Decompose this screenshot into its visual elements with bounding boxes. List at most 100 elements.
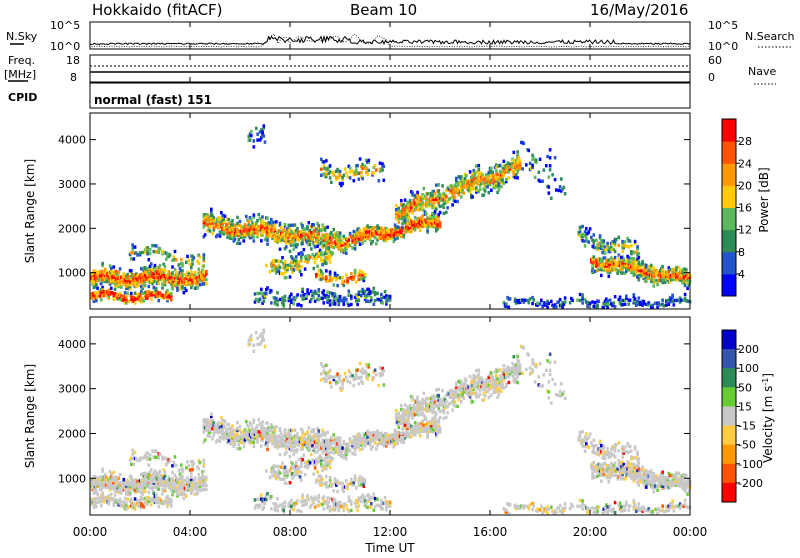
power-cell — [296, 293, 299, 296]
velocity-cell — [181, 479, 184, 482]
power-cell — [243, 239, 246, 242]
power-cell — [621, 303, 624, 306]
power-cell — [295, 255, 298, 258]
power-cell — [371, 240, 374, 243]
power-cell — [606, 242, 609, 245]
velocity-cell — [158, 505, 161, 508]
velocity-cell — [310, 436, 313, 439]
velocity-cell — [136, 459, 139, 462]
power-colorbar-swatch — [722, 230, 736, 253]
power-cell — [360, 294, 363, 297]
velocity-cell — [278, 465, 281, 468]
power-cell — [475, 164, 478, 167]
power-cell — [445, 195, 448, 198]
power-cell — [323, 289, 326, 292]
nave-tick-high: 60 — [708, 54, 722, 67]
velocity-cell — [100, 504, 103, 507]
power-cell — [174, 250, 177, 253]
power-colorbar-tick-label: 20 — [738, 179, 752, 192]
velocity-cell — [250, 423, 253, 426]
power-cell — [650, 264, 653, 267]
power-cell — [353, 230, 356, 233]
power-cell — [310, 247, 313, 250]
power-cell — [273, 259, 276, 262]
power-cell — [284, 295, 287, 298]
power-cell — [255, 127, 258, 130]
power-cell — [329, 303, 332, 306]
power-cell — [370, 296, 373, 299]
power-cell — [559, 185, 562, 188]
power-cell — [314, 300, 317, 303]
power-cell — [216, 233, 219, 236]
power-colorbar-swatch — [722, 163, 736, 186]
power-cell — [256, 292, 259, 295]
power-cell — [449, 189, 452, 192]
power-cell — [635, 304, 638, 307]
velocity-cell — [133, 463, 136, 466]
power-cell — [638, 278, 641, 281]
power-cell — [339, 174, 342, 177]
power-cell — [193, 256, 196, 259]
velocity-cell — [366, 430, 369, 433]
power-cell — [329, 254, 332, 257]
velocity-cell — [150, 468, 153, 471]
power-cell — [281, 256, 284, 259]
power-cell — [309, 256, 312, 259]
power-cell — [368, 159, 371, 162]
power-cell — [359, 243, 362, 246]
power-cell — [406, 201, 409, 204]
power-cell — [341, 182, 344, 185]
power-cell — [625, 295, 628, 298]
power-cell — [549, 156, 552, 159]
power-cell — [146, 246, 149, 249]
power-cell — [378, 298, 381, 301]
velocity-cell — [330, 436, 333, 439]
power-cell — [285, 276, 288, 279]
velocity-cell — [313, 428, 316, 431]
power-cell — [276, 291, 279, 294]
power-cell — [333, 283, 336, 286]
power-cell — [308, 221, 311, 224]
power-cell — [321, 272, 324, 275]
velocity-cell — [430, 422, 433, 425]
power-cell — [451, 203, 454, 206]
power-cell — [236, 216, 239, 219]
power-cell — [630, 244, 633, 247]
power-cell — [325, 269, 328, 272]
velocity-cell — [118, 477, 121, 480]
velocity-cell — [141, 498, 144, 501]
power-cell — [134, 245, 137, 248]
power-cell — [125, 285, 128, 288]
power-cell — [361, 271, 364, 274]
power-cell — [150, 262, 153, 265]
velocity-cell — [253, 445, 256, 448]
velocity-cell — [154, 469, 157, 472]
power-cell — [408, 227, 411, 230]
power-cell — [148, 285, 151, 288]
power-cell — [375, 168, 378, 171]
power-cell — [395, 208, 398, 211]
power-cell — [396, 236, 399, 239]
power-cell — [621, 271, 624, 274]
power-cell — [328, 295, 331, 298]
velocity-cell — [124, 497, 127, 500]
power-cell — [671, 300, 674, 303]
power-cell — [548, 175, 551, 178]
power-cell — [634, 240, 637, 243]
power-cell — [431, 212, 434, 215]
power-cell — [371, 290, 374, 293]
power-cell — [639, 301, 642, 304]
power-cell — [314, 261, 317, 264]
power-cell — [421, 201, 424, 204]
velocity-cell — [243, 445, 246, 448]
power-cell — [358, 291, 361, 294]
velocity-cell — [194, 476, 197, 479]
power-cell — [236, 222, 239, 225]
power-cell — [608, 246, 611, 249]
power-cell — [274, 228, 277, 231]
velocity-cell — [153, 492, 156, 495]
power-cell — [656, 283, 659, 286]
power-cell — [149, 248, 152, 251]
power-cell — [460, 175, 463, 178]
power-cell — [283, 272, 286, 275]
